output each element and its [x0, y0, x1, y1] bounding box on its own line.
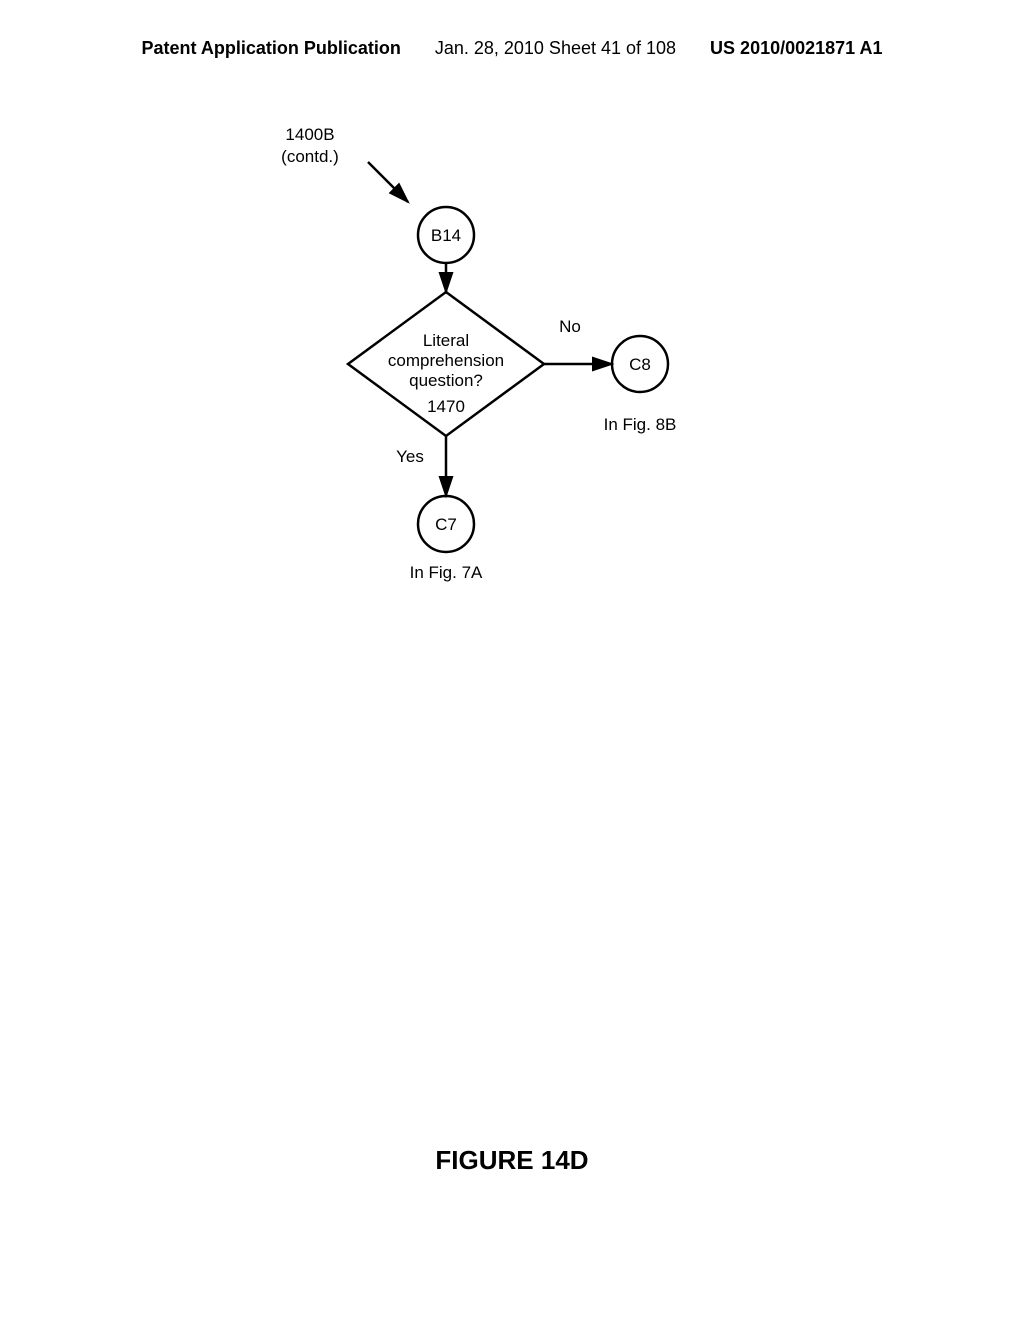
header-mid: Jan. 28, 2010 Sheet 41 of 108	[435, 38, 676, 59]
flowchart-container: 1400B (contd.) B14 Literalcomprehensionques…	[0, 100, 1024, 620]
svg-text:Literal: Literal	[423, 331, 469, 350]
svg-text:Yes: Yes	[396, 447, 424, 466]
flowchart-svg: 1400B (contd.) B14 Literalcomprehensionques…	[0, 100, 1024, 620]
svg-text:1400B: 1400B	[285, 125, 334, 144]
svg-text:C8: C8	[629, 355, 651, 374]
header-right: US 2010/0021871 A1	[710, 38, 882, 59]
svg-text:C7: C7	[435, 515, 457, 534]
svg-text:(contd.): (contd.)	[281, 147, 339, 166]
svg-text:B14: B14	[431, 226, 461, 245]
svg-text:question?: question?	[409, 371, 483, 390]
figure-caption: FIGURE 14D	[0, 1145, 1024, 1176]
page-header: Patent Application Publication Jan. 28, …	[0, 38, 1024, 59]
svg-text:In Fig. 8B: In Fig. 8B	[604, 415, 677, 434]
svg-text:In Fig. 7A: In Fig. 7A	[410, 563, 483, 582]
svg-text:1470: 1470	[427, 397, 465, 416]
svg-text:comprehension: comprehension	[388, 351, 504, 370]
svg-text:No: No	[559, 317, 581, 336]
header-left: Patent Application Publication	[141, 38, 400, 59]
